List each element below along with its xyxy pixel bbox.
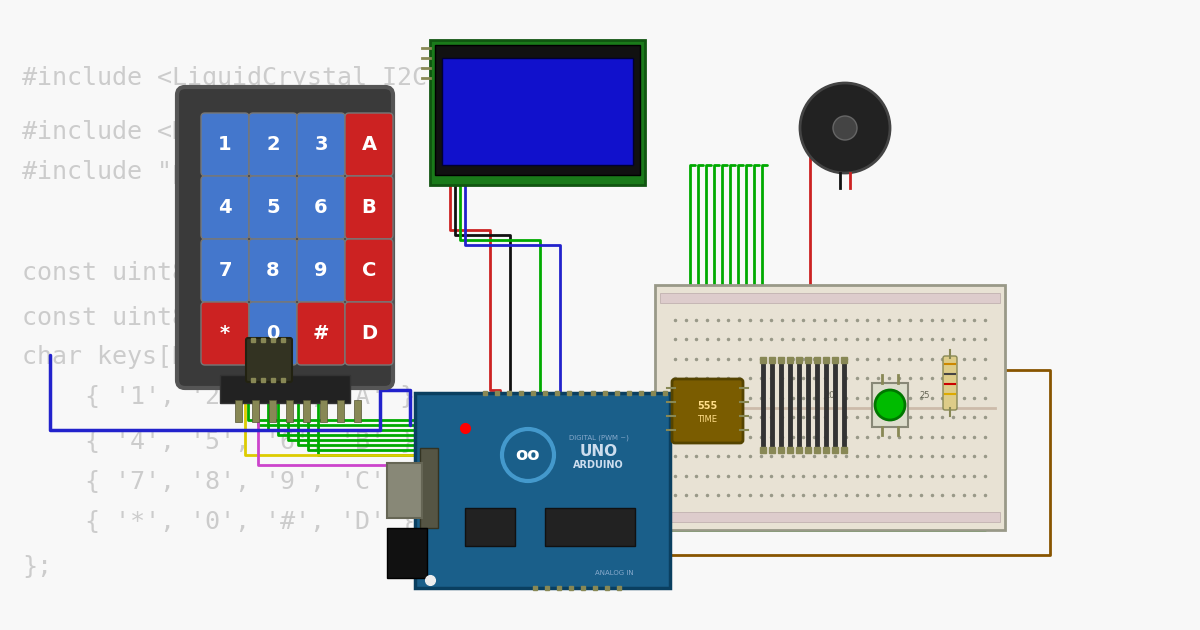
Bar xyxy=(235,400,242,422)
Bar xyxy=(286,400,293,422)
FancyBboxPatch shape xyxy=(346,113,394,176)
FancyBboxPatch shape xyxy=(346,302,394,365)
Text: 7: 7 xyxy=(218,261,232,280)
Text: { '*', '0', '#', 'D' }: { '*', '0', '#', 'D' } xyxy=(55,510,415,534)
Text: oo: oo xyxy=(516,446,540,464)
Bar xyxy=(545,508,635,546)
Bar xyxy=(354,400,361,422)
FancyBboxPatch shape xyxy=(202,302,250,365)
FancyBboxPatch shape xyxy=(246,338,292,382)
Bar xyxy=(386,463,422,518)
Bar xyxy=(442,58,634,165)
Bar xyxy=(430,40,646,185)
Text: 555: 555 xyxy=(697,401,718,411)
Circle shape xyxy=(875,390,905,420)
Bar xyxy=(269,400,276,422)
Bar xyxy=(302,400,310,422)
Text: 20: 20 xyxy=(824,391,835,399)
Text: char keys[ROWS][COLS] = {: char keys[ROWS][COLS] = { xyxy=(22,345,397,369)
Bar xyxy=(420,448,438,528)
FancyBboxPatch shape xyxy=(298,176,346,239)
Text: ANALOG IN: ANALOG IN xyxy=(594,570,634,576)
Text: DIGITAL (PWM ~): DIGITAL (PWM ~) xyxy=(569,435,629,441)
Text: 8: 8 xyxy=(266,261,280,280)
Text: 1: 1 xyxy=(218,135,232,154)
Text: A: A xyxy=(361,135,377,154)
Bar xyxy=(655,285,1006,530)
Text: *: * xyxy=(220,324,230,343)
Bar xyxy=(415,393,670,588)
Text: 2: 2 xyxy=(266,135,280,154)
Text: ARDUINO: ARDUINO xyxy=(574,460,624,470)
FancyBboxPatch shape xyxy=(250,239,298,302)
Text: { '7', '8', '9', 'C' },: { '7', '8', '9', 'C' }, xyxy=(55,470,430,494)
FancyBboxPatch shape xyxy=(178,87,394,388)
FancyBboxPatch shape xyxy=(346,239,394,302)
Bar xyxy=(337,400,344,422)
Text: TIME: TIME xyxy=(697,415,718,423)
FancyBboxPatch shape xyxy=(943,356,958,410)
Text: 3: 3 xyxy=(314,135,328,154)
Text: 4: 4 xyxy=(218,198,232,217)
Text: 10: 10 xyxy=(730,391,740,399)
Circle shape xyxy=(833,116,857,140)
Circle shape xyxy=(502,429,554,481)
Text: B: B xyxy=(361,198,377,217)
Bar xyxy=(466,508,515,546)
FancyBboxPatch shape xyxy=(250,176,298,239)
Text: C: C xyxy=(362,261,376,280)
Text: 9: 9 xyxy=(314,261,328,280)
Text: #: # xyxy=(313,324,329,343)
Text: 25: 25 xyxy=(919,391,930,399)
Text: 0: 0 xyxy=(266,324,280,343)
Text: const uint8_t COLS = 4;: const uint8_t COLS = 4; xyxy=(22,305,367,330)
FancyBboxPatch shape xyxy=(672,379,743,443)
FancyBboxPatch shape xyxy=(202,113,250,176)
Circle shape xyxy=(800,83,890,173)
Text: 5: 5 xyxy=(266,198,280,217)
FancyBboxPatch shape xyxy=(202,239,250,302)
Text: const uint8_: const uint8_ xyxy=(22,260,202,285)
FancyBboxPatch shape xyxy=(250,302,298,365)
FancyBboxPatch shape xyxy=(298,239,346,302)
Text: { '4', '5', '6', 'B' },: { '4', '5', '6', 'B' }, xyxy=(55,430,430,454)
Text: { '1', '2', '3', 'A' },: { '1', '2', '3', 'A' }, xyxy=(55,385,430,409)
FancyBboxPatch shape xyxy=(298,113,346,176)
FancyBboxPatch shape xyxy=(250,113,298,176)
Bar xyxy=(252,400,259,422)
Bar xyxy=(872,383,908,427)
FancyBboxPatch shape xyxy=(202,176,250,239)
Text: #include <LiquidCrystal_I2C.h>: #include <LiquidCrystal_I2C.h> xyxy=(22,65,472,90)
Bar xyxy=(436,45,640,175)
Bar xyxy=(660,293,1000,303)
FancyBboxPatch shape xyxy=(346,176,394,239)
FancyBboxPatch shape xyxy=(298,302,346,365)
Text: #include <Ke: #include <Ke xyxy=(22,120,202,144)
Bar xyxy=(220,375,350,403)
Text: D: D xyxy=(361,324,377,343)
Bar xyxy=(386,528,427,578)
Text: UNO: UNO xyxy=(580,444,618,459)
Text: #include "pi: #include "pi xyxy=(22,160,202,184)
Bar xyxy=(320,400,326,422)
Text: };: }; xyxy=(22,555,52,579)
Text: 6: 6 xyxy=(314,198,328,217)
Bar xyxy=(660,512,1000,522)
